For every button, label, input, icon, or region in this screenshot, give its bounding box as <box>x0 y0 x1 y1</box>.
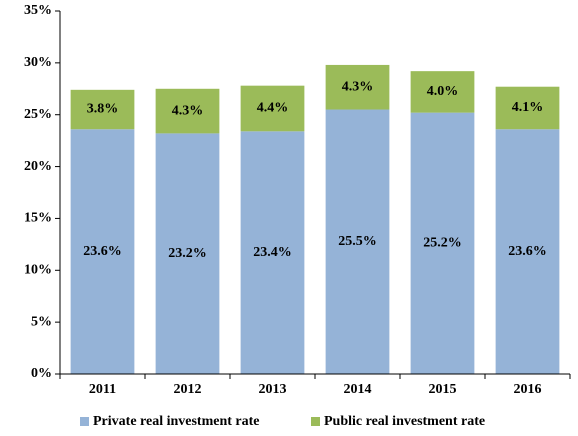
data-label: 25.5% <box>338 234 377 249</box>
data-label: 4.3% <box>172 103 204 118</box>
y-tick-label: 0% <box>31 366 52 381</box>
y-tick-label: 5% <box>31 314 52 329</box>
bar-segment <box>70 129 135 374</box>
bar-segment <box>495 86 560 130</box>
x-tick-label: 2013 <box>259 382 287 397</box>
y-tick-label: 10% <box>24 263 52 278</box>
y-tick-label: 25% <box>24 107 52 122</box>
y-tick-label: 20% <box>24 159 52 174</box>
data-label: 23.6% <box>83 244 122 259</box>
data-label: 4.1% <box>512 100 544 115</box>
bar-segment <box>240 131 305 374</box>
bar-segment <box>240 85 305 132</box>
bar-segment <box>325 64 390 110</box>
x-tick-label: 2014 <box>344 382 372 397</box>
data-label: 4.4% <box>257 101 289 116</box>
x-tick-label: 2015 <box>429 382 457 397</box>
x-tick-label: 2012 <box>174 382 202 397</box>
bar-segment <box>410 71 475 113</box>
y-tick-label: 35% <box>24 3 52 18</box>
data-label: 4.3% <box>342 79 374 94</box>
legend-swatch <box>80 417 89 426</box>
bar-segment <box>325 109 390 375</box>
data-label: 23.4% <box>253 245 292 260</box>
bar-segment <box>155 88 220 134</box>
bar-segment <box>70 89 135 130</box>
x-tick-label: 2016 <box>514 382 542 397</box>
data-label: 3.8% <box>87 102 119 117</box>
data-label: 25.2% <box>423 236 462 251</box>
legend-label: Private real investment rate <box>93 414 260 429</box>
data-label: 23.6% <box>508 244 547 259</box>
legend-label: Public real investment rate <box>324 414 485 429</box>
legend-swatch <box>311 417 320 426</box>
y-tick-label: 30% <box>24 55 52 70</box>
bar-segment <box>155 133 220 374</box>
y-tick-label: 15% <box>24 211 52 226</box>
x-tick-label: 2011 <box>89 382 116 397</box>
bar-segment <box>495 129 560 374</box>
data-label: 4.0% <box>427 84 459 99</box>
bar-segment <box>410 112 475 374</box>
data-label: 23.2% <box>168 246 207 261</box>
